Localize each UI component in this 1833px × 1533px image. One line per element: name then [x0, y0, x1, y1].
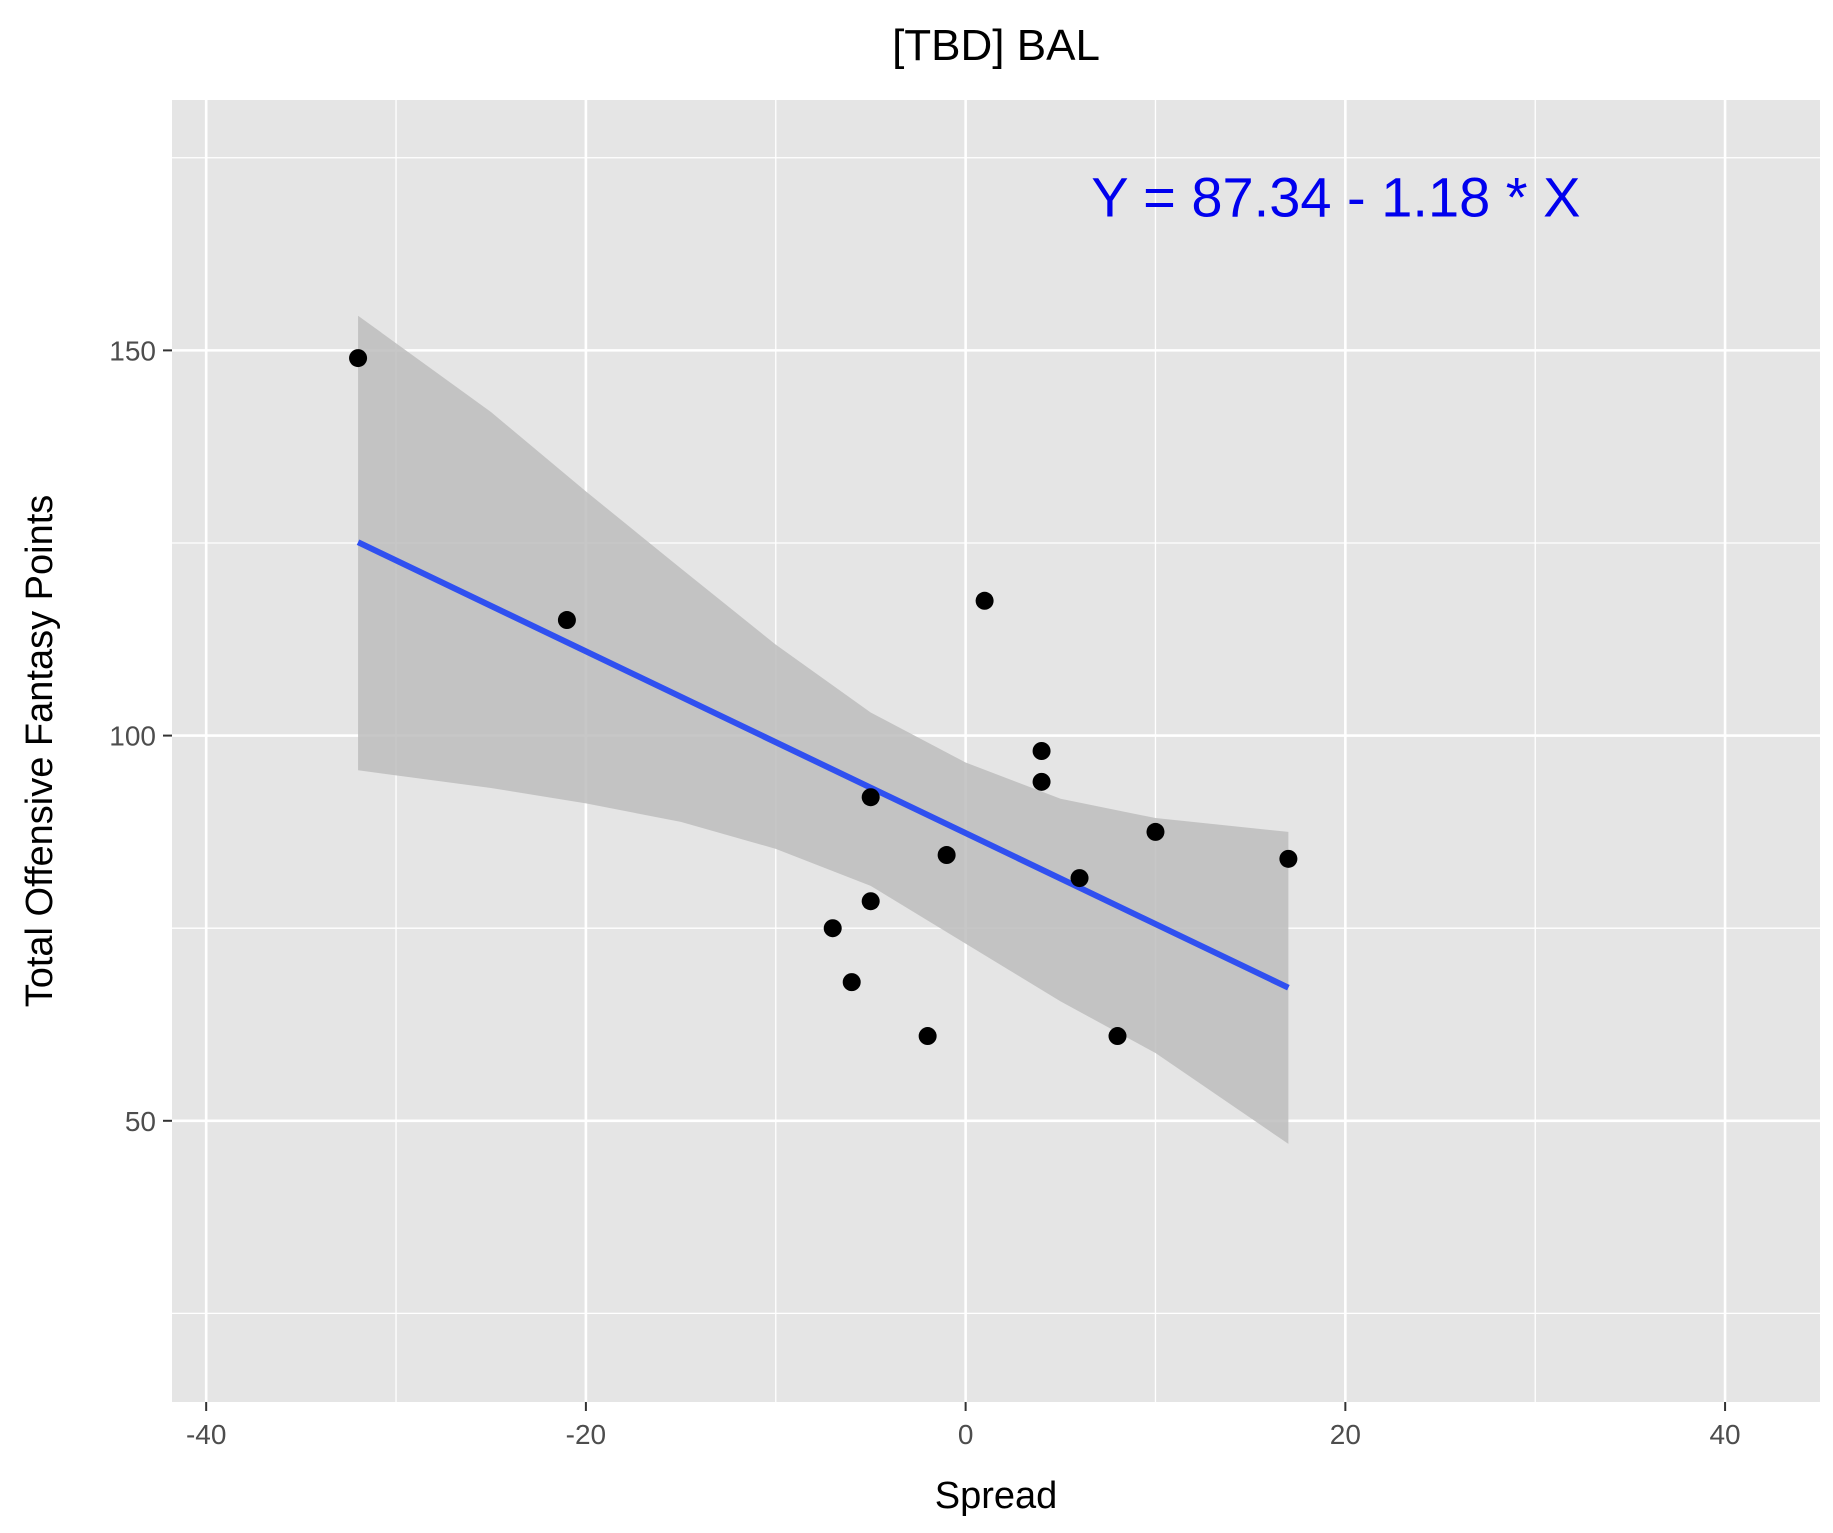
x-tick-label: -40 — [186, 1419, 226, 1450]
data-point — [1146, 822, 1165, 841]
data-point — [1032, 772, 1051, 791]
data-point — [1070, 869, 1089, 888]
x-axis-ticks: -40 -20 0 20 40 — [186, 1402, 1741, 1450]
data-point — [937, 846, 956, 865]
x-tick-label: -20 — [566, 1419, 606, 1450]
data-point — [842, 973, 861, 992]
y-axis-ticks: 50 100 150 — [109, 335, 172, 1137]
data-point — [557, 611, 576, 630]
confidence-band — [358, 315, 1289, 1144]
data-point — [1032, 742, 1051, 760]
points-layer — [349, 349, 1298, 1046]
fit-line-layer — [356, 539, 1290, 991]
data-point — [861, 788, 880, 807]
data-point — [861, 892, 880, 911]
x-axis-title: Spread — [935, 1475, 1058, 1517]
regression-line — [356, 539, 1290, 991]
data-point — [1279, 849, 1298, 868]
data-point — [975, 591, 994, 610]
data-point — [918, 1027, 937, 1046]
data-point — [1108, 1027, 1127, 1046]
confidence-band-layer — [358, 315, 1289, 1144]
y-tick-label: 150 — [109, 335, 156, 366]
y-tick-label: 50 — [125, 1106, 156, 1137]
chart-title: [TBD] BAL — [892, 21, 1100, 70]
y-tick-label: 100 — [109, 721, 156, 752]
data-point — [349, 349, 368, 368]
x-tick-label: 0 — [958, 1419, 974, 1450]
y-axis-title: Total Offensive Fantasy Points — [19, 495, 61, 1008]
x-tick-label: 40 — [1709, 1419, 1740, 1450]
x-tick-label: 20 — [1330, 1419, 1361, 1450]
regression-equation: Y = 87.34 - 1.18 * X — [1091, 165, 1580, 228]
data-point — [823, 919, 842, 938]
